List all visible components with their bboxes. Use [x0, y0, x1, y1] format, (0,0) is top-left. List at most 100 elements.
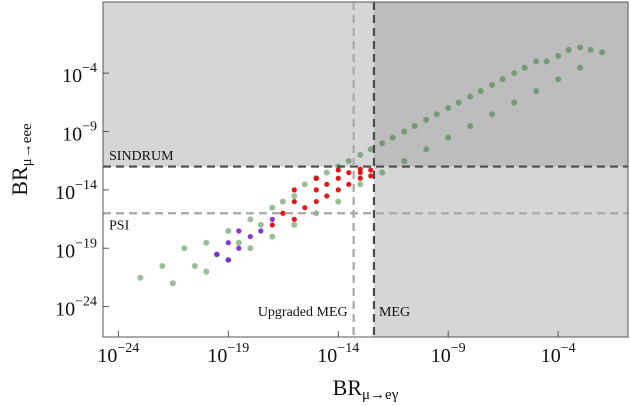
point — [555, 52, 562, 59]
point — [401, 128, 408, 135]
point — [257, 221, 264, 228]
point — [433, 111, 440, 118]
point — [511, 99, 518, 106]
point — [203, 239, 210, 246]
point — [587, 46, 594, 53]
point — [577, 44, 584, 51]
y-tick-label: 10−9 — [62, 120, 97, 145]
point — [368, 173, 374, 179]
excluded-region-both — [373, 2, 628, 167]
point — [335, 175, 341, 181]
point — [533, 58, 540, 65]
point — [301, 181, 308, 188]
point — [236, 245, 242, 251]
x-tick-label: 10−4 — [541, 341, 576, 366]
point — [357, 170, 363, 176]
point — [323, 169, 330, 176]
point — [269, 222, 275, 228]
point — [291, 221, 298, 228]
point — [346, 181, 352, 187]
point — [324, 193, 330, 199]
point — [214, 251, 220, 257]
y-axis-label-sub: μ→eee — [19, 123, 35, 166]
point — [225, 228, 232, 235]
point — [489, 81, 496, 88]
limit-label: Upgraded MEG — [258, 305, 348, 320]
point — [235, 239, 242, 246]
point — [379, 140, 386, 147]
point — [499, 76, 506, 83]
point — [181, 245, 188, 252]
point — [335, 198, 342, 205]
point — [445, 134, 452, 141]
point — [357, 175, 363, 181]
y-tick-label: 10−19 — [55, 236, 97, 261]
point — [477, 87, 484, 94]
point — [335, 167, 341, 173]
point — [577, 64, 584, 71]
point — [302, 205, 308, 211]
limit-label: PSI — [109, 218, 130, 233]
x-axis-label-main: BR — [333, 375, 363, 400]
y-tick-label: 10−24 — [55, 295, 97, 320]
y-tick-label: 10−14 — [55, 178, 97, 203]
point — [357, 181, 364, 188]
point — [291, 187, 297, 193]
point — [247, 245, 254, 252]
point — [423, 146, 430, 153]
point — [169, 280, 176, 287]
point — [555, 76, 562, 83]
point — [511, 70, 518, 77]
point — [313, 187, 319, 193]
point — [236, 228, 242, 234]
point — [291, 216, 297, 222]
point — [489, 111, 496, 118]
x-tick-label: 10−9 — [431, 341, 466, 366]
point — [225, 257, 231, 263]
point — [345, 157, 352, 164]
point — [379, 169, 386, 176]
point — [269, 204, 276, 211]
x-tick-label: 10−14 — [317, 341, 359, 366]
point — [346, 170, 352, 176]
point — [368, 167, 374, 173]
plot-frame — [102, 1, 629, 338]
x-tick-label: 10−19 — [207, 341, 249, 366]
point — [533, 87, 540, 94]
y-axis-label-main: BR — [7, 166, 32, 196]
point — [367, 146, 374, 153]
point — [455, 99, 462, 106]
point — [291, 193, 298, 200]
point — [279, 198, 286, 205]
point — [565, 46, 572, 53]
y-tick-label: 10−4 — [62, 61, 97, 86]
point — [324, 181, 330, 187]
point — [401, 157, 408, 164]
point — [280, 210, 286, 216]
point — [521, 64, 528, 71]
point — [247, 216, 254, 223]
point — [313, 198, 319, 205]
point — [313, 175, 319, 181]
point — [423, 116, 430, 123]
point — [599, 49, 606, 56]
point — [291, 198, 297, 205]
point — [543, 58, 550, 65]
point — [357, 151, 364, 158]
y-axis-label: BRμ→eee — [7, 123, 35, 196]
x-axis-label-sub: μ→eγ — [362, 387, 399, 403]
point — [203, 268, 210, 275]
point — [389, 134, 396, 141]
point — [467, 93, 474, 100]
point — [225, 240, 231, 246]
point — [467, 122, 474, 129]
point — [269, 233, 276, 240]
limit-label: MEG — [379, 305, 410, 320]
point — [335, 187, 341, 193]
point — [411, 122, 418, 129]
point — [247, 233, 253, 240]
point — [445, 105, 452, 112]
point — [191, 263, 198, 270]
